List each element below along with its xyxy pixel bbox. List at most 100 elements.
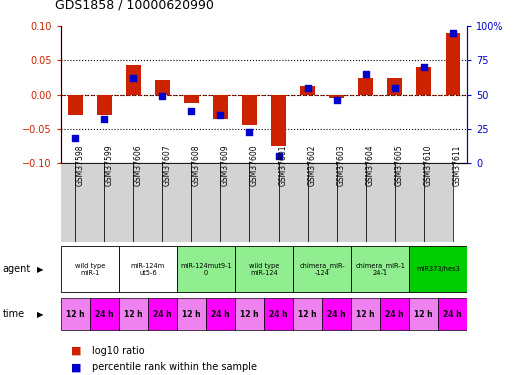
Bar (293, 298, 322, 330)
Point (361, 71, 370, 77)
Text: GDS1858 / 10000620990: GDS1858 / 10000620990 (55, 0, 214, 11)
Bar (184, 95, 199, 103)
Text: time: time (3, 309, 25, 319)
Text: 12 h: 12 h (356, 310, 375, 318)
Bar (351, 246, 409, 292)
Text: wild type
miR-124: wild type miR-124 (249, 262, 279, 276)
Bar (242, 95, 257, 126)
Text: 12 h: 12 h (414, 310, 433, 318)
Text: chimera_miR-
-124: chimera_miR- -124 (299, 262, 345, 276)
Bar (105, 163, 133, 242)
Text: 12 h: 12 h (66, 310, 84, 318)
Text: GSM37605: GSM37605 (395, 145, 404, 186)
Text: GSM37601: GSM37601 (279, 145, 288, 186)
Bar (417, 68, 431, 95)
Bar (235, 298, 264, 330)
Text: 24 h: 24 h (211, 310, 230, 318)
Text: GSM37604: GSM37604 (366, 145, 375, 186)
Bar (235, 246, 293, 292)
Text: miR-124mut9-1
0: miR-124mut9-1 0 (180, 262, 232, 276)
Text: 24 h: 24 h (269, 310, 288, 318)
Bar (329, 95, 344, 98)
Text: GSM37602: GSM37602 (307, 145, 317, 186)
Text: GSM37609: GSM37609 (221, 145, 230, 186)
Bar (97, 95, 111, 115)
Text: 24 h: 24 h (444, 310, 462, 318)
Bar (337, 163, 365, 242)
Text: 12 h: 12 h (240, 310, 259, 318)
Text: agent: agent (3, 264, 31, 274)
Bar (264, 298, 293, 330)
Text: 12 h: 12 h (182, 310, 201, 318)
Bar (388, 78, 402, 95)
Point (187, 108, 196, 114)
Point (333, 97, 341, 103)
Text: GSM37598: GSM37598 (76, 145, 84, 186)
Bar (61, 246, 119, 292)
Text: GSM37606: GSM37606 (133, 145, 143, 186)
Point (158, 93, 167, 99)
Bar (271, 95, 286, 146)
Bar (438, 298, 467, 330)
Text: ■: ■ (71, 363, 82, 372)
Bar (380, 298, 409, 330)
Text: miR373/hes3: miR373/hes3 (417, 266, 460, 272)
Text: GSM37599: GSM37599 (105, 145, 114, 186)
Bar (134, 163, 163, 242)
Text: ■: ■ (71, 346, 82, 355)
Bar (395, 163, 423, 242)
Text: 24 h: 24 h (95, 310, 114, 318)
Point (129, 75, 138, 81)
Text: GSM37611: GSM37611 (453, 145, 462, 186)
Bar (359, 78, 373, 95)
Bar (177, 246, 235, 292)
Point (449, 30, 457, 36)
Point (303, 85, 312, 91)
Text: ▶: ▶ (37, 265, 43, 274)
Text: GSM37600: GSM37600 (249, 145, 259, 186)
Point (100, 116, 109, 122)
Bar (424, 163, 453, 242)
Bar (250, 163, 279, 242)
Bar (307, 163, 337, 242)
Text: 12 h: 12 h (124, 310, 143, 318)
Text: GSM37610: GSM37610 (424, 145, 433, 186)
Bar (155, 80, 169, 95)
Bar (366, 163, 395, 242)
Text: 24 h: 24 h (385, 310, 404, 318)
Bar (351, 298, 380, 330)
Text: chimera_miR-1
24-1: chimera_miR-1 24-1 (355, 262, 405, 276)
Bar (119, 246, 177, 292)
Bar (126, 65, 140, 95)
Bar (322, 298, 351, 330)
Bar (300, 86, 315, 95)
Text: 24 h: 24 h (327, 310, 346, 318)
Text: 12 h: 12 h (298, 310, 317, 318)
Bar (409, 246, 467, 292)
Bar (409, 298, 438, 330)
Point (245, 129, 254, 135)
Bar (177, 298, 206, 330)
Point (275, 153, 283, 159)
Text: log10 ratio: log10 ratio (92, 346, 145, 355)
Point (420, 64, 428, 70)
Text: miR-124m
ut5-6: miR-124m ut5-6 (131, 262, 165, 276)
Bar (68, 95, 82, 115)
Bar (163, 163, 192, 242)
Bar (206, 298, 235, 330)
Bar (46, 163, 76, 242)
Bar (279, 163, 307, 242)
Text: 24 h: 24 h (153, 310, 172, 318)
Text: GSM37603: GSM37603 (337, 145, 346, 186)
Bar (119, 298, 148, 330)
Point (391, 85, 399, 91)
Bar (76, 163, 105, 242)
Text: wild type
miR-1: wild type miR-1 (74, 262, 105, 276)
Bar (192, 163, 221, 242)
Text: GSM37607: GSM37607 (163, 145, 172, 186)
Text: GSM37608: GSM37608 (191, 145, 201, 186)
Text: ▶: ▶ (37, 310, 43, 319)
Bar (446, 33, 460, 95)
Bar (213, 95, 228, 118)
Point (71, 135, 80, 141)
